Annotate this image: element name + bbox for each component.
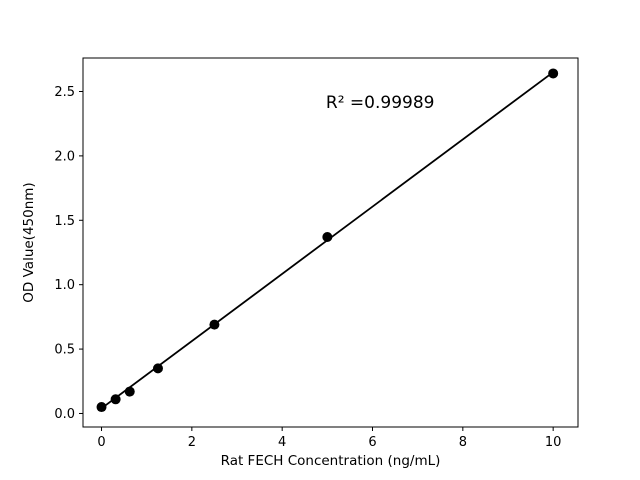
y-tick-label: 2.5	[54, 85, 75, 100]
data-point	[96, 402, 107, 413]
x-tick-label: 6	[368, 435, 376, 450]
x-tick-label: 2	[188, 435, 196, 450]
data-point	[124, 386, 135, 397]
y-tick-label: 0.5	[54, 343, 75, 358]
data-point	[110, 394, 121, 405]
y-tick-label: 1.0	[54, 278, 75, 293]
y-tick-label: 2.0	[54, 149, 75, 164]
plot-area	[82, 57, 579, 428]
y-tick-label: 0.0	[54, 407, 75, 422]
r-squared-annotation: R² =0.99989	[326, 93, 435, 113]
x-tick-label: 10	[545, 435, 562, 450]
y-tick-label: 1.5	[54, 214, 75, 229]
data-point	[548, 68, 559, 79]
y-axis-label: OD Value(450nm)	[21, 182, 37, 302]
data-point	[209, 319, 220, 330]
data-point	[322, 232, 333, 243]
x-axis-label: Rat FECH Concentration (ng/mL)	[221, 453, 441, 469]
x-tick-label: 4	[278, 435, 286, 450]
x-tick-label: 0	[97, 435, 105, 450]
x-tick-label: 8	[459, 435, 467, 450]
data-point	[152, 363, 163, 374]
